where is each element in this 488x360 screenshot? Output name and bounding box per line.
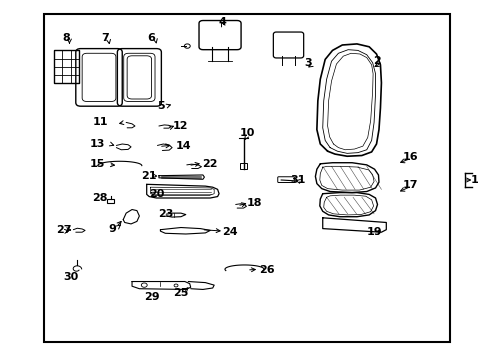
Text: 1: 1 [469, 175, 477, 185]
Text: 3: 3 [304, 58, 311, 68]
Text: 27: 27 [56, 225, 71, 235]
Text: 11: 11 [92, 117, 108, 127]
Bar [106, 199, 114, 203]
Bar [54, 50, 79, 83]
Text: 16: 16 [402, 152, 418, 162]
Text: 25: 25 [173, 288, 188, 298]
Text: 7: 7 [101, 33, 109, 43]
Text: 12: 12 [173, 121, 188, 131]
Text: 20: 20 [148, 189, 164, 199]
Text: 8: 8 [62, 33, 70, 43]
Text: 24: 24 [222, 227, 237, 237]
Text: 23: 23 [158, 209, 174, 219]
Text: 22: 22 [202, 159, 218, 169]
Text: 19: 19 [366, 227, 381, 237]
Text: 17: 17 [402, 180, 418, 190]
Text: 21: 21 [141, 171, 157, 181]
Text: 6: 6 [147, 33, 155, 43]
Text: 28: 28 [92, 193, 108, 203]
Text: 4: 4 [218, 17, 226, 27]
Text: 18: 18 [246, 198, 262, 208]
Text: 26: 26 [258, 265, 274, 275]
Text: 2: 2 [372, 56, 380, 66]
Text: 9: 9 [108, 224, 116, 234]
Text: 31: 31 [290, 175, 305, 185]
Text: 5: 5 [157, 101, 165, 111]
Text: 15: 15 [90, 159, 105, 169]
Text: 14: 14 [175, 141, 191, 151]
Text: 30: 30 [63, 272, 79, 282]
Bar [239, 163, 247, 169]
Text: 13: 13 [90, 139, 105, 149]
Text: 10: 10 [239, 128, 254, 138]
Text: 29: 29 [143, 292, 159, 302]
